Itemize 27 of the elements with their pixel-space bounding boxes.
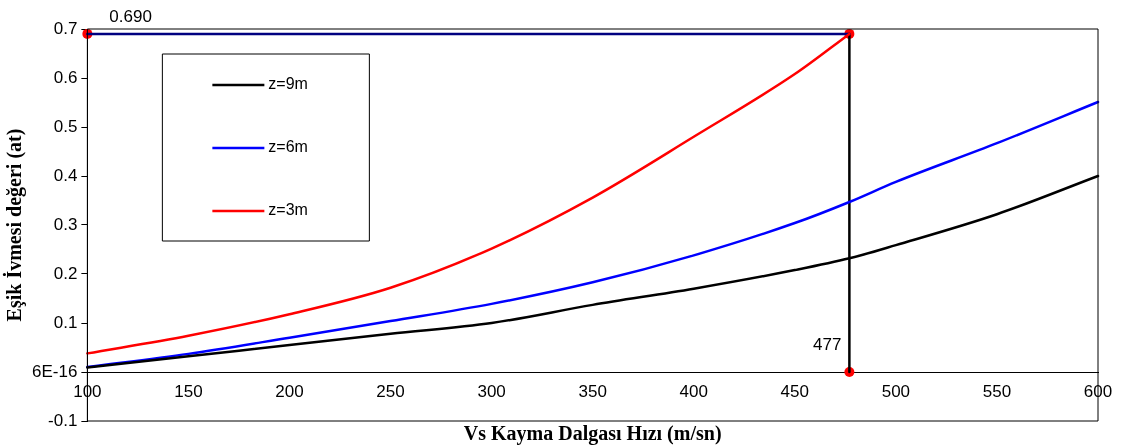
y-tick-label: 0.5: [53, 116, 78, 136]
y-tick-label: 0.2: [53, 263, 78, 283]
annotation: 477: [813, 335, 842, 355]
y-tick-label: 0.3: [53, 214, 78, 234]
x-axis-title: Vs Kayma Dalgası Hızı (m/sn): [463, 422, 722, 446]
y-tick-label: 0.1: [53, 312, 78, 332]
x-tick-label: 200: [275, 381, 304, 401]
y-tick-label: 0.7: [53, 18, 78, 38]
x-tick-label: 550: [982, 381, 1012, 401]
x-tick-label: 600: [1083, 381, 1113, 401]
line-series: [86, 100, 1100, 369]
x-tick-label: 250: [376, 381, 405, 401]
legend-label: z=6m: [268, 138, 308, 156]
legend-label: z=3m: [268, 201, 308, 219]
legend-label: z=9m: [268, 75, 308, 93]
annotation: 0.690: [109, 7, 152, 27]
x-tick-label: 300: [477, 381, 506, 401]
y-tick-label: 0.4: [53, 165, 78, 185]
x-tick-label: 350: [578, 381, 607, 401]
x-tick-label: 400: [679, 381, 708, 401]
x-tick-label: 500: [881, 381, 911, 401]
y-tick-label: 0.6: [53, 67, 78, 87]
y-tick-label: 6E-16: [31, 361, 78, 381]
y-tick-label: -0.1: [48, 410, 78, 430]
y-axis-title: Eşik İvmesi değeri (at): [2, 128, 27, 322]
x-tick-label: 450: [780, 381, 809, 401]
x-tick-label: 150: [174, 381, 203, 401]
